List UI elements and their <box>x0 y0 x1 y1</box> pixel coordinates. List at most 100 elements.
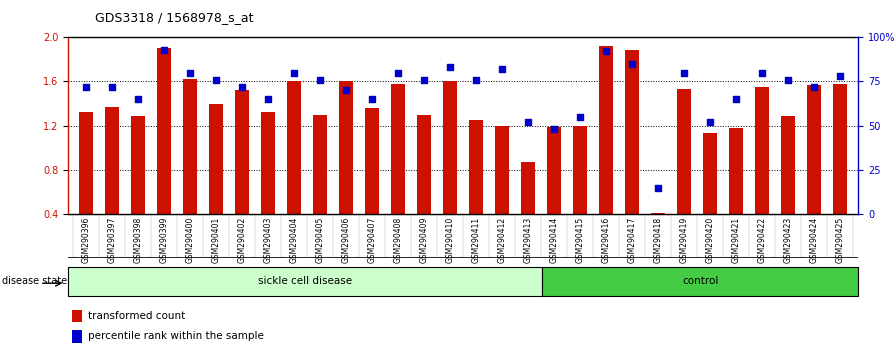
Bar <box>365 108 379 258</box>
Point <box>79 84 93 90</box>
Text: GSM290409: GSM290409 <box>419 216 429 263</box>
Point <box>599 48 614 54</box>
Bar <box>313 115 327 258</box>
Point <box>573 114 588 120</box>
Point <box>703 119 718 125</box>
Point <box>781 77 796 82</box>
Text: GSM290422: GSM290422 <box>758 216 767 263</box>
Point <box>131 96 145 102</box>
Point <box>677 70 692 75</box>
Text: GSM290404: GSM290404 <box>289 216 298 263</box>
Bar <box>573 126 588 258</box>
Text: GSM290423: GSM290423 <box>784 216 793 263</box>
Text: GSM290397: GSM290397 <box>108 216 116 263</box>
Point <box>729 96 744 102</box>
Text: GSM290402: GSM290402 <box>237 216 246 263</box>
Point <box>547 126 562 132</box>
Bar <box>261 113 275 258</box>
Point <box>417 77 431 82</box>
Point <box>625 61 640 67</box>
Text: disease state: disease state <box>2 276 67 286</box>
Point <box>287 70 301 75</box>
Point <box>391 70 405 75</box>
Bar <box>72 309 82 322</box>
Point <box>157 47 171 52</box>
Bar <box>547 127 562 258</box>
Text: GSM290420: GSM290420 <box>706 216 715 263</box>
Bar <box>79 113 93 258</box>
Text: GSM290400: GSM290400 <box>185 216 194 263</box>
Text: GSM290401: GSM290401 <box>211 216 220 263</box>
Text: GSM290412: GSM290412 <box>497 216 507 263</box>
Text: GSM290414: GSM290414 <box>550 216 559 263</box>
Text: GSM290415: GSM290415 <box>576 216 585 263</box>
Text: transformed count: transformed count <box>88 311 185 321</box>
Text: GSM290416: GSM290416 <box>602 216 611 263</box>
Text: GSM290396: GSM290396 <box>82 216 90 263</box>
Bar <box>183 79 197 258</box>
Text: GSM290421: GSM290421 <box>732 216 741 263</box>
Point <box>209 77 223 82</box>
Bar <box>131 116 145 258</box>
Point <box>521 119 536 125</box>
Point <box>183 70 197 75</box>
Bar <box>807 85 822 258</box>
Text: GSM290410: GSM290410 <box>445 216 455 263</box>
Text: GSM290399: GSM290399 <box>159 216 168 263</box>
Point <box>313 77 327 82</box>
Point <box>651 185 666 190</box>
Bar <box>521 162 536 258</box>
Point <box>833 73 848 79</box>
Point <box>470 77 484 82</box>
Bar <box>209 104 223 258</box>
Text: GSM290405: GSM290405 <box>315 216 324 263</box>
Bar <box>470 120 483 258</box>
Point <box>365 96 379 102</box>
Bar <box>781 116 796 258</box>
Text: GSM290403: GSM290403 <box>263 216 272 263</box>
Text: GSM290424: GSM290424 <box>810 216 819 263</box>
Bar <box>105 107 119 258</box>
Point <box>339 87 353 93</box>
Point <box>755 70 770 75</box>
Bar <box>418 115 431 258</box>
Bar <box>599 46 614 258</box>
Text: GSM290413: GSM290413 <box>524 216 533 263</box>
Text: GSM290411: GSM290411 <box>471 216 481 263</box>
Text: GSM290419: GSM290419 <box>680 216 689 263</box>
Text: GDS3318 / 1568978_s_at: GDS3318 / 1568978_s_at <box>95 11 254 24</box>
Text: percentile rank within the sample: percentile rank within the sample <box>88 331 263 341</box>
Bar <box>68 267 542 296</box>
Bar <box>625 51 640 258</box>
Bar <box>651 213 666 258</box>
Text: GSM290418: GSM290418 <box>654 216 663 263</box>
Text: sickle cell disease: sickle cell disease <box>258 276 352 286</box>
Point <box>235 84 249 90</box>
Point <box>105 84 119 90</box>
Bar <box>703 133 718 258</box>
Bar <box>72 330 82 343</box>
Point <box>261 96 275 102</box>
Point <box>807 84 822 90</box>
Bar <box>729 128 744 258</box>
Point <box>495 66 510 72</box>
Point <box>443 64 457 70</box>
Text: control: control <box>682 276 719 286</box>
Bar <box>235 90 249 258</box>
Bar <box>339 81 353 258</box>
Bar <box>542 267 858 296</box>
Bar <box>833 84 848 258</box>
Bar <box>391 84 405 258</box>
Bar <box>444 81 457 258</box>
Text: GSM290407: GSM290407 <box>367 216 376 263</box>
Bar <box>677 89 692 258</box>
Text: GSM290406: GSM290406 <box>341 216 350 263</box>
Bar <box>755 87 770 258</box>
Text: GSM290398: GSM290398 <box>134 216 142 263</box>
Bar <box>287 81 301 258</box>
Bar <box>495 126 509 258</box>
Bar <box>157 48 171 258</box>
Text: GSM290425: GSM290425 <box>836 216 845 263</box>
Text: GSM290417: GSM290417 <box>628 216 637 263</box>
Text: GSM290408: GSM290408 <box>393 216 402 263</box>
